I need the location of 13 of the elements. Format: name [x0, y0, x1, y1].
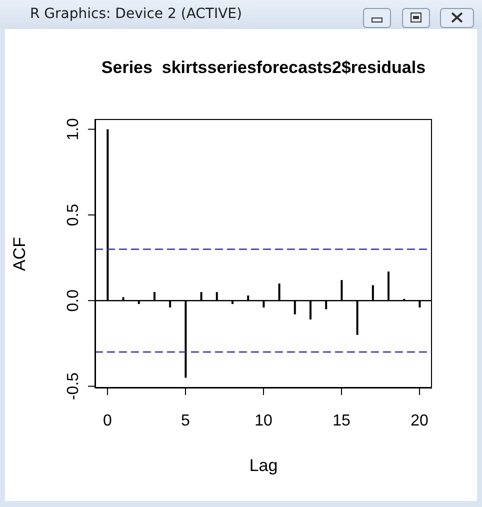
- x-axis-title: Lag: [249, 456, 278, 475]
- y-tick-label: 0.5: [65, 204, 82, 226]
- x-tick-label: 0: [103, 412, 112, 430]
- x-tick-label: 10: [254, 412, 272, 430]
- y-axis-title: ACF: [10, 236, 29, 270]
- y-tick-label: 0.0: [65, 289, 82, 312]
- chart-title: Series skirtsseriesforecasts2$residuals: [101, 58, 426, 77]
- y-tick-label: -0.5: [65, 372, 82, 400]
- x-tick-label: 5: [181, 412, 190, 430]
- x-tick-label: 20: [410, 412, 429, 430]
- text: R Graphics: Device 2 (ACTIVE): [30, 6, 242, 22]
- y-tick-label: 1.0: [65, 118, 82, 140]
- x-tick-label: 15: [332, 412, 351, 430]
